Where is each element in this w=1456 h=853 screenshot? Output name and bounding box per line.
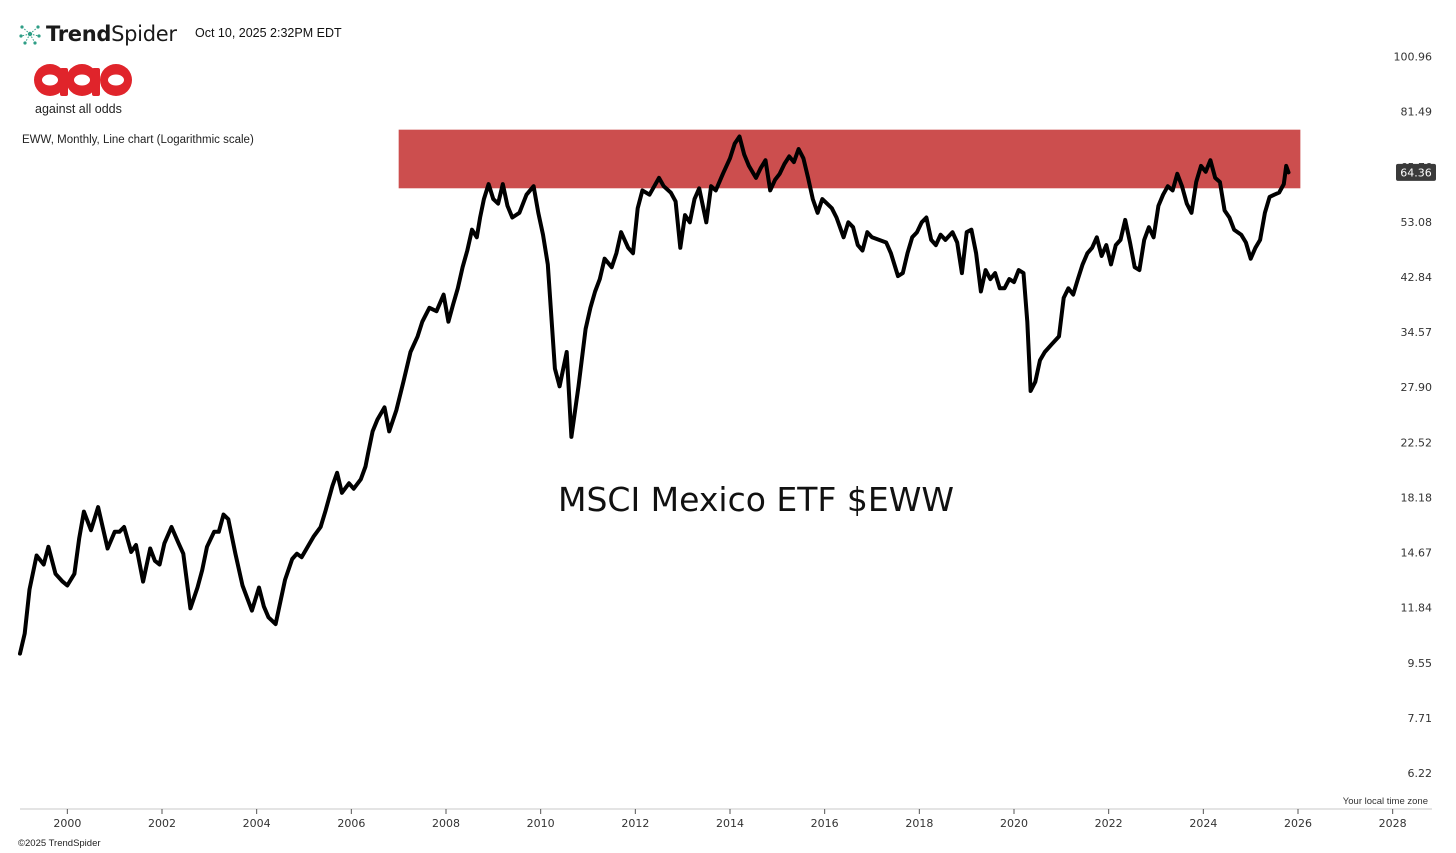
chart-title: MSCI Mexico ETF $EWW bbox=[558, 480, 954, 519]
brand-name: TrendSpider bbox=[46, 22, 177, 46]
y-tick-label: 22.52 bbox=[1401, 436, 1433, 449]
x-tick-label: 2018 bbox=[905, 817, 933, 830]
y-tick-label: 100.96 bbox=[1394, 51, 1433, 64]
y-tick-label: 9.55 bbox=[1408, 657, 1433, 670]
trendspider-logo-icon bbox=[19, 25, 41, 45]
last-price-label: 64.36 bbox=[1400, 166, 1432, 179]
x-tick-label: 2028 bbox=[1379, 817, 1407, 830]
x-axis: 2000 2002 2004 2006 2008 2010 2012 2014 2016 2018… bbox=[53, 809, 1407, 830]
eww-price-line bbox=[18, 134, 1291, 656]
y-tick-label: 14.67 bbox=[1401, 546, 1433, 559]
x-tick-label: 2010 bbox=[527, 817, 555, 830]
x-tick-label: 2004 bbox=[243, 817, 271, 830]
last-price-bg bbox=[1396, 163, 1436, 181]
data-points bbox=[19, 135, 1291, 655]
y-tick-label: 18.18 bbox=[1401, 491, 1433, 504]
x-tick-label: 2000 bbox=[53, 817, 81, 830]
x-tick-label: 2014 bbox=[716, 817, 744, 830]
x-tick-label: 2020 bbox=[1000, 817, 1028, 830]
y-tick-label: 81.49 bbox=[1401, 106, 1433, 119]
x-tick-label: 2022 bbox=[1095, 817, 1123, 830]
y-tick-label: 6.22 bbox=[1408, 767, 1433, 780]
y-tick-label: 53.08 bbox=[1401, 216, 1433, 229]
aao-logo-text: against all odds bbox=[35, 102, 122, 116]
aao-logo-icon bbox=[34, 64, 132, 96]
copyright: ©2025 TrendSpider bbox=[18, 838, 101, 849]
x-tick-label: 2008 bbox=[432, 817, 460, 830]
x-tick-label: 2002 bbox=[148, 817, 176, 830]
timezone-label: Your local time zone bbox=[1342, 796, 1428, 807]
y-axis: 100.9681.4965.7653.0842.8434.5727.9022.5… bbox=[1394, 51, 1433, 780]
y-tick-label: 27.90 bbox=[1401, 381, 1433, 394]
y-tick-label: 42.84 bbox=[1401, 271, 1433, 284]
x-tick-label: 2012 bbox=[621, 817, 649, 830]
x-tick-label: 2024 bbox=[1189, 817, 1217, 830]
x-tick-label: 2026 bbox=[1284, 817, 1312, 830]
y-tick-label: 11.84 bbox=[1401, 602, 1433, 615]
x-tick-label: 2016 bbox=[811, 817, 839, 830]
y-tick-label: 7.71 bbox=[1408, 712, 1433, 725]
resistance-zone bbox=[398, 129, 1301, 189]
timestamp: Oct 10, 2025 2:32PM EDT bbox=[195, 26, 342, 40]
y-tick-label: 34.57 bbox=[1401, 326, 1433, 339]
symbol-info: EWW, Monthly, Line chart (Logarithmic sc… bbox=[22, 134, 254, 146]
trendspider-brand: TrendSpider bbox=[18, 20, 177, 48]
last-price-tag: 64.36 bbox=[1396, 163, 1436, 181]
x-tick-label: 2006 bbox=[337, 817, 365, 830]
